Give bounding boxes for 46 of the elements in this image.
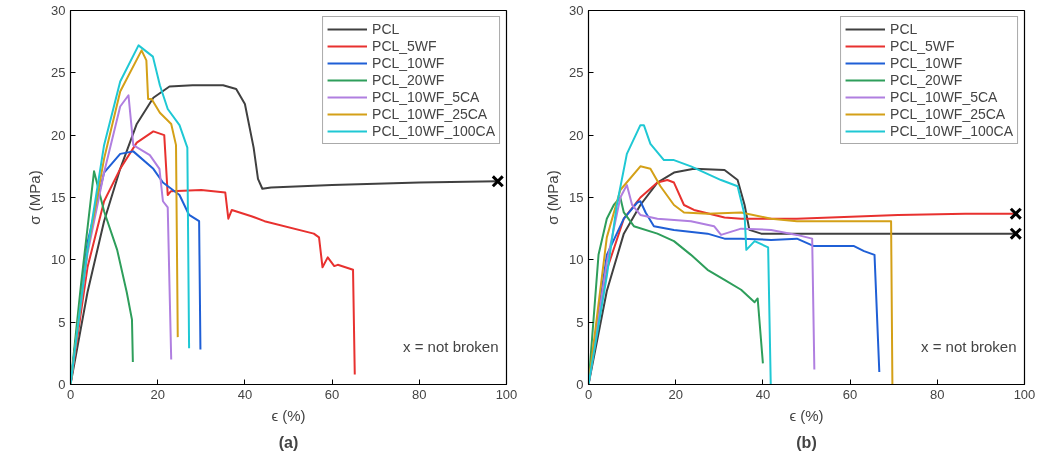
legend-label: PCL_10WF_25CA bbox=[372, 106, 488, 122]
legend-label: PCL_10WF bbox=[890, 55, 963, 71]
legend-label: PCL_10WF_100CA bbox=[372, 123, 495, 139]
x-axis-title: ϵ (%) bbox=[271, 406, 306, 424]
legend-label: PCL_20WF bbox=[890, 72, 963, 88]
legend-label: PCL_10WF_5CA bbox=[890, 89, 998, 105]
text: (a) bbox=[278, 433, 299, 451]
annotation: x = not broken bbox=[921, 337, 1017, 355]
y-tick-label: 20 bbox=[569, 127, 584, 143]
y-axis-title: σ (MPa) bbox=[26, 170, 44, 225]
x-tick-label: 60 bbox=[324, 386, 340, 402]
line-series bbox=[588, 165, 894, 385]
legend-label: PCL_10WF_100CA bbox=[890, 123, 1013, 139]
x-tick-label: 20 bbox=[150, 386, 165, 402]
y-tick-label: 15 bbox=[569, 190, 584, 205]
x-tick-label: 100 bbox=[1013, 386, 1036, 402]
annotation: x = not broken bbox=[403, 337, 499, 355]
legend-label: PCL_10WF_25CA bbox=[890, 106, 1006, 122]
y-tick-label: 30 bbox=[51, 3, 66, 18]
line-series bbox=[588, 124, 772, 385]
y-tick-label: 15 bbox=[51, 190, 66, 205]
y-tick-label: 25 bbox=[569, 65, 584, 81]
y-tick-label: 30 bbox=[569, 3, 584, 18]
y-tick-label: 10 bbox=[51, 252, 66, 268]
y-tick-label: 25 bbox=[51, 65, 66, 81]
y-tick-label: 20 bbox=[51, 127, 66, 143]
y-tick-label: 5 bbox=[58, 314, 66, 330]
x-axis-title: ϵ (%) bbox=[789, 406, 824, 424]
x-tick-label: 100 bbox=[495, 386, 518, 402]
y-tick-label: 10 bbox=[569, 252, 584, 268]
x-tick-label: 80 bbox=[930, 386, 945, 402]
y-tick-label: 5 bbox=[576, 314, 584, 330]
x-tick-label: 20 bbox=[668, 386, 683, 402]
legend-label: PCL_5WF bbox=[890, 38, 955, 54]
legend-label: PCL_10WF_5CA bbox=[372, 89, 480, 105]
x-tick-label: 40 bbox=[755, 386, 771, 402]
x-tick-label: 60 bbox=[842, 386, 858, 402]
legend-label: PCL_20WF bbox=[372, 72, 445, 88]
text: (b) bbox=[796, 433, 817, 451]
x-tick-label: 40 bbox=[237, 386, 253, 402]
x-tick-label: 80 bbox=[412, 386, 427, 402]
legend-label: PCL_10WF bbox=[372, 55, 445, 71]
legend-label: PCL bbox=[890, 21, 918, 37]
legend-label: PCL bbox=[372, 21, 400, 37]
legend-label: PCL_5WF bbox=[372, 38, 437, 54]
y-axis-title: σ (MPa) bbox=[544, 170, 562, 225]
